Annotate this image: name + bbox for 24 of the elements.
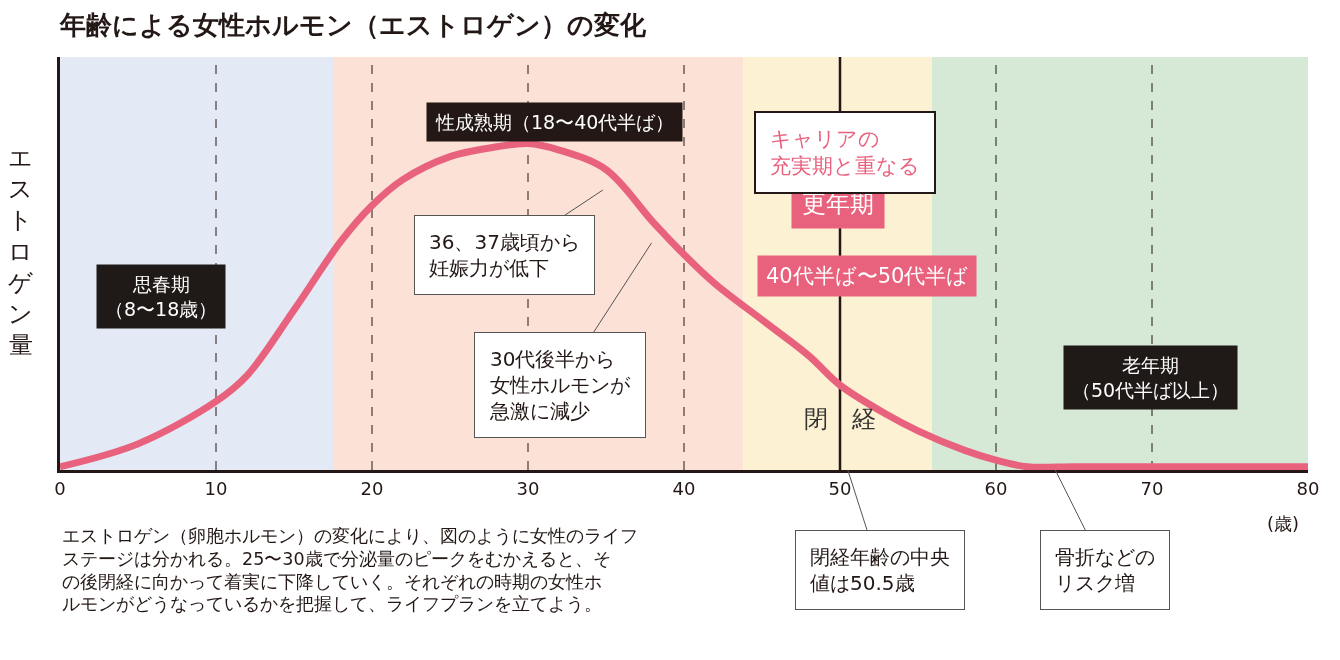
x-tick-label: 60	[984, 477, 1008, 499]
annotation: 36、37歳頃から妊娠力が低下	[429, 230, 580, 280]
band-label: 更年期	[802, 190, 874, 218]
annotation: 30代後半から女性ホルモンが急激に減少	[489, 347, 631, 423]
annotation: 40代半ば〜50代半ば	[766, 264, 969, 288]
y-axis-title: エストロゲン量	[8, 144, 33, 360]
x-tick-label: 30	[516, 477, 540, 499]
x-tick-label: 80	[1296, 477, 1320, 499]
annotation: キャリアの充実期と重なる	[770, 127, 920, 179]
x-tick-label: 0	[54, 477, 66, 499]
x-tick-label: 20	[360, 477, 384, 499]
annotation: 骨折などのリスク増	[1055, 545, 1155, 595]
band-label: 老年期（50代半ば以上）	[1072, 354, 1230, 401]
ref-line-label: 閉 経	[804, 405, 876, 433]
chart-title: 年齢による女性ホルモン（エストロゲン）の変化	[59, 10, 647, 41]
band-label: 性成熟期（18〜40代半ば）	[435, 111, 675, 133]
band-label: 思春期（8〜18歳）	[105, 273, 218, 320]
annotation: 閉経年齢の中央値は50.5歳	[810, 545, 950, 595]
text: エストロゲン（卵胞ホルモン）の変化により、図のように女性のライフステージは分かれる。25〜30歳で分泌量のピークをむかえると、その後閉経に向かって着実に下降していく。それぞれの時期の女性ホルモンがどうなっているかを把握して、ライフプランを立てよう。	[62, 526, 638, 615]
x-tick-label: 40	[672, 477, 696, 499]
x-tick-label: 70	[1140, 477, 1164, 499]
x-tick-label: 10	[204, 477, 228, 499]
x-axis-title: (歳)	[1267, 513, 1300, 534]
x-tick-label: 50	[828, 477, 852, 499]
